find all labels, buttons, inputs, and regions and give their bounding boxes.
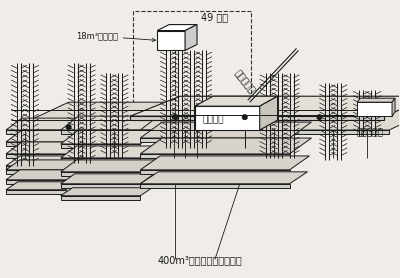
- Polygon shape: [392, 98, 395, 116]
- Bar: [157, 31, 185, 50]
- Polygon shape: [61, 160, 156, 172]
- Polygon shape: [130, 96, 400, 116]
- Polygon shape: [61, 130, 158, 144]
- Polygon shape: [61, 174, 154, 184]
- Polygon shape: [6, 170, 84, 180]
- Polygon shape: [6, 182, 78, 190]
- Text: 市政给水管: 市政给水管: [232, 68, 256, 95]
- Polygon shape: [140, 156, 310, 170]
- Bar: [357, 102, 392, 116]
- Polygon shape: [140, 170, 290, 174]
- Polygon shape: [195, 96, 278, 106]
- Polygon shape: [9, 102, 400, 130]
- Text: 49 号楼: 49 号楼: [201, 13, 228, 23]
- Polygon shape: [6, 156, 84, 166]
- Bar: [133, 11, 251, 105]
- Circle shape: [66, 125, 71, 129]
- Polygon shape: [61, 172, 140, 176]
- Polygon shape: [9, 130, 389, 134]
- Polygon shape: [6, 160, 84, 170]
- Polygon shape: [61, 196, 140, 200]
- Polygon shape: [6, 130, 86, 142]
- Polygon shape: [6, 166, 71, 170]
- Bar: [195, 106, 260, 130]
- Polygon shape: [6, 142, 86, 154]
- Text: 加压泵房: 加压泵房: [203, 115, 224, 124]
- Text: 18m³消防容积: 18m³消防容积: [76, 31, 156, 42]
- Polygon shape: [6, 130, 71, 134]
- Polygon shape: [6, 118, 86, 130]
- Polygon shape: [6, 180, 71, 184]
- Polygon shape: [140, 184, 290, 188]
- Polygon shape: [140, 138, 290, 142]
- Circle shape: [317, 115, 322, 119]
- Polygon shape: [6, 170, 71, 174]
- Circle shape: [242, 115, 247, 119]
- Polygon shape: [61, 158, 140, 162]
- Polygon shape: [357, 98, 395, 102]
- Text: 市政给水管: 市政给水管: [356, 128, 383, 137]
- Polygon shape: [6, 154, 71, 158]
- Polygon shape: [6, 190, 66, 194]
- Polygon shape: [61, 188, 152, 196]
- Circle shape: [173, 115, 178, 119]
- Polygon shape: [140, 154, 290, 158]
- Polygon shape: [260, 96, 278, 130]
- Polygon shape: [140, 138, 312, 154]
- Text: 400m³生活消防合用蓄水池: 400m³生活消防合用蓄水池: [158, 255, 242, 265]
- Polygon shape: [61, 184, 140, 188]
- Polygon shape: [6, 142, 71, 146]
- Polygon shape: [140, 172, 308, 184]
- Polygon shape: [140, 122, 312, 138]
- Polygon shape: [130, 116, 384, 120]
- Polygon shape: [185, 24, 197, 50]
- Polygon shape: [61, 130, 140, 134]
- Polygon shape: [61, 116, 158, 130]
- Polygon shape: [61, 146, 156, 158]
- Polygon shape: [61, 144, 140, 148]
- Polygon shape: [157, 24, 197, 31]
